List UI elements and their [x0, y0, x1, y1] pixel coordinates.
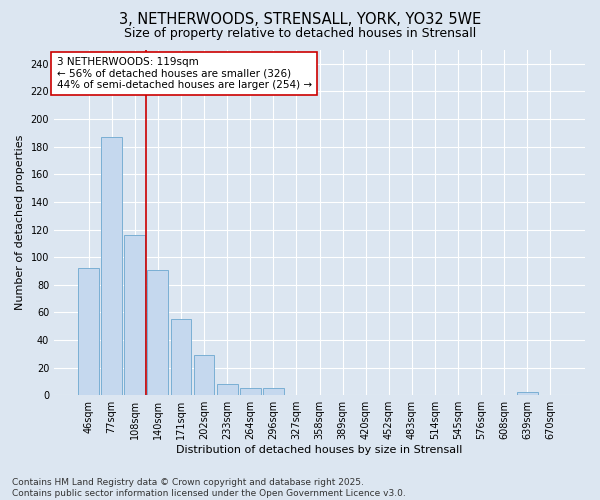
Y-axis label: Number of detached properties: Number of detached properties [15, 135, 25, 310]
Bar [170, 320, 191, 395]
Bar [101, 137, 122, 395]
Text: 3, NETHERWOODS, STRENSALL, YORK, YO32 5WE: 3, NETHERWOODS, STRENSALL, YORK, YO32 5W… [119, 12, 481, 28]
Text: Contains HM Land Registry data © Crown copyright and database right 2025.
Contai: Contains HM Land Registry data © Crown c… [12, 478, 406, 498]
Bar [263, 388, 284, 395]
Text: Size of property relative to detached houses in Strensall: Size of property relative to detached ho… [124, 28, 476, 40]
X-axis label: Distribution of detached houses by size in Strensall: Distribution of detached houses by size … [176, 445, 463, 455]
Bar [78, 268, 99, 395]
Bar [217, 384, 238, 395]
Bar [124, 235, 145, 395]
Bar [148, 270, 168, 395]
Text: 3 NETHERWOODS: 119sqm
← 56% of detached houses are smaller (326)
44% of semi-det: 3 NETHERWOODS: 119sqm ← 56% of detached … [56, 57, 312, 90]
Bar [194, 355, 214, 395]
Bar [240, 388, 260, 395]
Bar [517, 392, 538, 395]
